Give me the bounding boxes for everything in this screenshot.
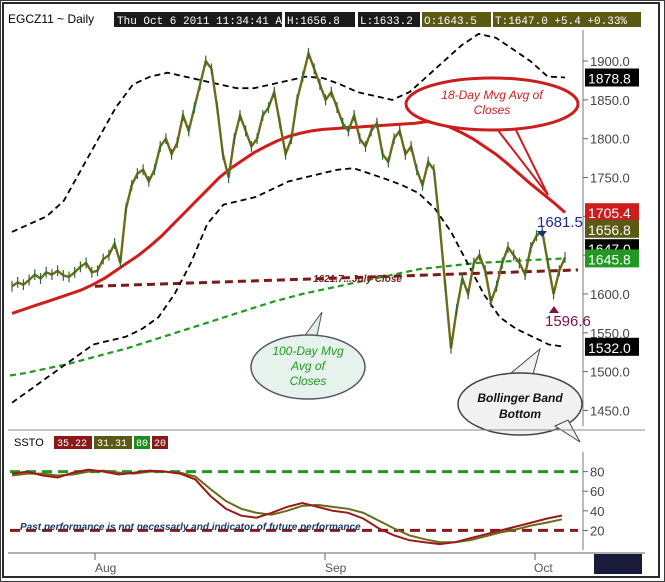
sto-series-layer	[10, 468, 578, 546]
symbol-label: EGCZ11 ~ Daily	[8, 12, 94, 26]
high-marker-label: 1681.5	[537, 214, 583, 231]
sto-k-value: 35.22	[57, 439, 87, 450]
last-label: T:1647.0 +5.4 +0.33%	[495, 16, 627, 28]
ma100-callout: 100-Day Mvg Avg of Closes	[250, 311, 366, 400]
ma18-callout-line1: 18-Day Mvg Avg of	[441, 88, 544, 102]
bollinger-callout-line1: Bollinger Band	[477, 391, 563, 405]
bollinger-callout: Bollinger Band Bottom	[457, 347, 583, 443]
time-axis: Aug Sep Oct	[8, 552, 645, 575]
july-close-line	[94, 268, 579, 288]
value-box	[585, 203, 639, 222]
price-tick-label: 1750.0	[590, 171, 630, 186]
sto-lower-level: 20	[154, 439, 166, 450]
datetime-label: Thu Oct 6 2011 11:34:41 AM	[117, 16, 289, 28]
open-label: O:1643.5	[424, 16, 477, 28]
series-layer	[9, 32, 579, 404]
month-label-sep: Sep	[325, 561, 347, 575]
low-marker: 1596.6	[545, 306, 591, 330]
ma100-callout-line2: Avg of	[290, 359, 326, 373]
value-box-label: 1705.4	[588, 205, 631, 221]
value-box	[585, 249, 639, 268]
ma100-callout-line3: Closes	[290, 374, 327, 388]
bollinger-callout-line2: Bottom	[499, 407, 541, 421]
sto-axis: 80 60 40 20	[583, 465, 604, 538]
value-box	[585, 219, 639, 238]
high-label: H:1656.8	[287, 16, 340, 28]
low-label: L:1633.2	[360, 16, 413, 28]
value-box-label: 1878.8	[588, 71, 631, 87]
value-box-label: 1532.0	[588, 340, 631, 356]
sto-upper-level: 80	[136, 439, 148, 450]
sto-d-value: 31.31	[97, 439, 127, 450]
value-box	[585, 68, 639, 87]
ma100-line	[9, 257, 566, 377]
ma18-callout-line2: Closes	[474, 103, 511, 117]
low-marker-label: 1596.6	[545, 313, 591, 330]
price-tick-label: 1800.0	[590, 132, 630, 147]
bollinger-upper-line	[11, 32, 566, 233]
july-close-label: 1621.7...July Close	[313, 274, 402, 285]
value-box	[585, 337, 639, 356]
price-tick-label: 1450.0	[590, 403, 630, 418]
value-box-label: 1645.8	[588, 251, 631, 267]
sto-tick-label: 40	[590, 504, 604, 519]
sto-tick-label: 80	[590, 465, 604, 480]
header-bar: EGCZ11 ~ Daily Thu Oct 6 2011 11:34:41 A…	[8, 12, 641, 28]
sto-k-line	[11, 468, 563, 546]
price-tick-label: 1600.0	[590, 287, 630, 302]
sto-tick-label: 20	[590, 523, 604, 538]
sto-label: SSTO	[14, 437, 44, 449]
ma100-callout-line1: 100-Day Mvg	[272, 344, 344, 358]
sto-tick-label: 60	[590, 484, 604, 499]
ma18-callout: 18-Day Mvg Avg of Closes	[404, 76, 580, 196]
price-tick-label: 1900.0	[590, 54, 630, 69]
price-tick-label: 1550.0	[590, 326, 630, 341]
price-line	[11, 49, 567, 349]
ma18-line	[11, 120, 566, 315]
disclaimer-text: Past performance is not necessarly and i…	[20, 522, 361, 533]
value-box-label: 1656.8	[588, 222, 631, 238]
price-tick-label: 1500.0	[590, 365, 630, 380]
high-marker: 1681.5	[537, 214, 583, 237]
month-label-aug: Aug	[95, 561, 116, 575]
price-tick-label: 1850.0	[590, 93, 630, 108]
stochastic-panel: SSTO 35.22 31.31 80 20 80 60 40 20	[10, 436, 604, 550]
month-label-oct: Oct	[534, 561, 553, 575]
